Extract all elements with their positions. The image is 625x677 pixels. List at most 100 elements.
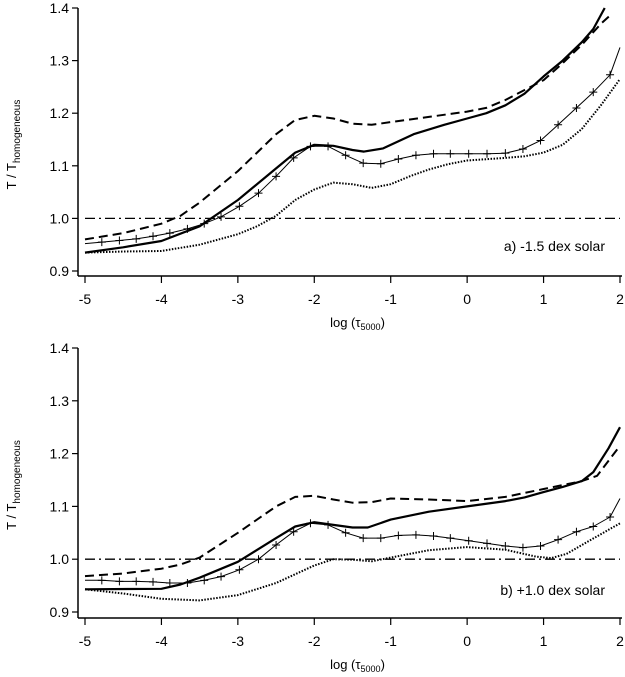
x-tick-label: 0 (463, 633, 471, 649)
plus-marker (341, 528, 350, 537)
series-solid-thick (84, 426, 621, 591)
plus-marker (536, 542, 545, 550)
plus-marker (411, 530, 420, 539)
x-tick-label: 2 (616, 633, 624, 649)
plus-marker (376, 159, 385, 168)
series-dashed (84, 12, 614, 241)
x-axis-label: log (τ5000) (330, 657, 385, 674)
y-tick-label: 1.4 (50, 340, 70, 356)
x-tick-label: -5 (79, 633, 92, 649)
x-axis-label: log (τ5000) (330, 315, 385, 332)
y-tick-label: 0.9 (50, 604, 70, 620)
series-plus (84, 47, 621, 245)
y-tick-label: 1.1 (50, 158, 70, 174)
plus-marker (554, 120, 563, 129)
plus-marker (429, 531, 438, 540)
plus-marker (359, 534, 368, 543)
series-dotted (84, 78, 621, 254)
x-tick-label: -1 (384, 633, 397, 649)
plus-marker (97, 238, 106, 247)
plus-marker (149, 232, 158, 241)
plus-marker (272, 172, 281, 181)
x-tick-label: 2 (616, 291, 624, 307)
plus-marker (132, 234, 141, 243)
x-tick-label: 1 (540, 291, 548, 307)
plus-marker (394, 154, 403, 163)
plus-marker (464, 149, 473, 158)
plus-marker (272, 540, 281, 549)
x-tick-label: -3 (232, 633, 245, 649)
y-axis-label: T / Thomogeneous (4, 440, 23, 530)
plus-marker (235, 202, 244, 211)
plus-marker (518, 543, 527, 552)
plus-marker (254, 189, 263, 198)
plus-marker (200, 219, 209, 228)
plus-marker (306, 519, 315, 528)
plus-marker (235, 565, 244, 574)
plus-marker (132, 577, 141, 586)
plus-marker (411, 151, 420, 160)
plus-marker (589, 522, 598, 531)
plus-marker (429, 149, 438, 158)
plus-marker (165, 578, 174, 587)
panel-b: 0.9 1.0 1.1 1.2 1.3 1.4 -5 -4 -3 -2 -1 0 1 2 log (τ500… (4, 340, 624, 674)
plus-marker (501, 542, 510, 550)
plus-marker (165, 229, 174, 238)
plus-marker (324, 142, 333, 151)
series-plus (85, 498, 621, 584)
plus-marker (518, 144, 527, 153)
plus-marker (394, 531, 403, 540)
plus-marker (115, 236, 124, 245)
panel-a: 0.9 1.0 1.1 1.2 1.3 1.4 -5 -4 -3 -2 -1 0 1 2 log (τ500… (4, 0, 624, 332)
y-tick-label: 1.0 (50, 551, 70, 567)
plus-marker (606, 512, 615, 521)
panel-annotation: b) +1.0 dex solar (500, 582, 605, 598)
y-tick-label: 0.9 (50, 263, 70, 279)
x-tick-label: -1 (384, 291, 397, 307)
y-tick-label: 1.3 (50, 393, 70, 409)
y-tick-label: 1.1 (50, 498, 70, 514)
plus-marker (324, 520, 333, 529)
panel-annotation: a) -1.5 dex solar (504, 238, 605, 254)
plus-marker (289, 527, 298, 536)
plus-marker (341, 151, 350, 160)
series-dotted (84, 522, 621, 602)
plus-marker (376, 534, 385, 543)
plus-marker (149, 577, 158, 586)
x-tick-label: -3 (232, 291, 245, 307)
plus-marker (217, 572, 226, 581)
plus-marker (97, 576, 106, 585)
y-tick-label: 1.3 (50, 53, 70, 69)
x-tick-label: -4 (155, 291, 168, 307)
y-tick-label: 1.0 (50, 210, 70, 226)
plus-marker (606, 70, 615, 79)
plus-marker (483, 149, 492, 158)
plus-marker (306, 142, 315, 151)
x-tick-label: -2 (308, 291, 321, 307)
plus-marker (183, 578, 192, 587)
plus-marker (589, 88, 598, 97)
y-tick-label: 1.2 (50, 446, 70, 462)
y-axis-label: T / Thomogeneous (4, 100, 23, 190)
x-tick-label: 0 (463, 291, 471, 307)
x-tick-label: 1 (540, 633, 548, 649)
series-dashed (84, 445, 621, 578)
x-tick-label: -5 (79, 291, 92, 307)
series-solid-thick (84, 7, 606, 254)
plus-marker (217, 212, 226, 221)
x-tick-label: -2 (308, 633, 321, 649)
plus-marker (254, 555, 263, 564)
plus-marker (554, 535, 563, 544)
plus-marker (464, 536, 473, 545)
plus-marker (200, 576, 209, 585)
y-tick-label: 1.2 (50, 105, 70, 121)
x-tick-label: -4 (155, 633, 168, 649)
plus-marker (289, 153, 298, 162)
plus-marker (536, 136, 545, 145)
plus-marker (572, 103, 581, 112)
plus-marker (115, 577, 124, 586)
plus-marker (446, 149, 455, 158)
plus-marker (572, 527, 581, 536)
plus-marker (446, 534, 455, 543)
